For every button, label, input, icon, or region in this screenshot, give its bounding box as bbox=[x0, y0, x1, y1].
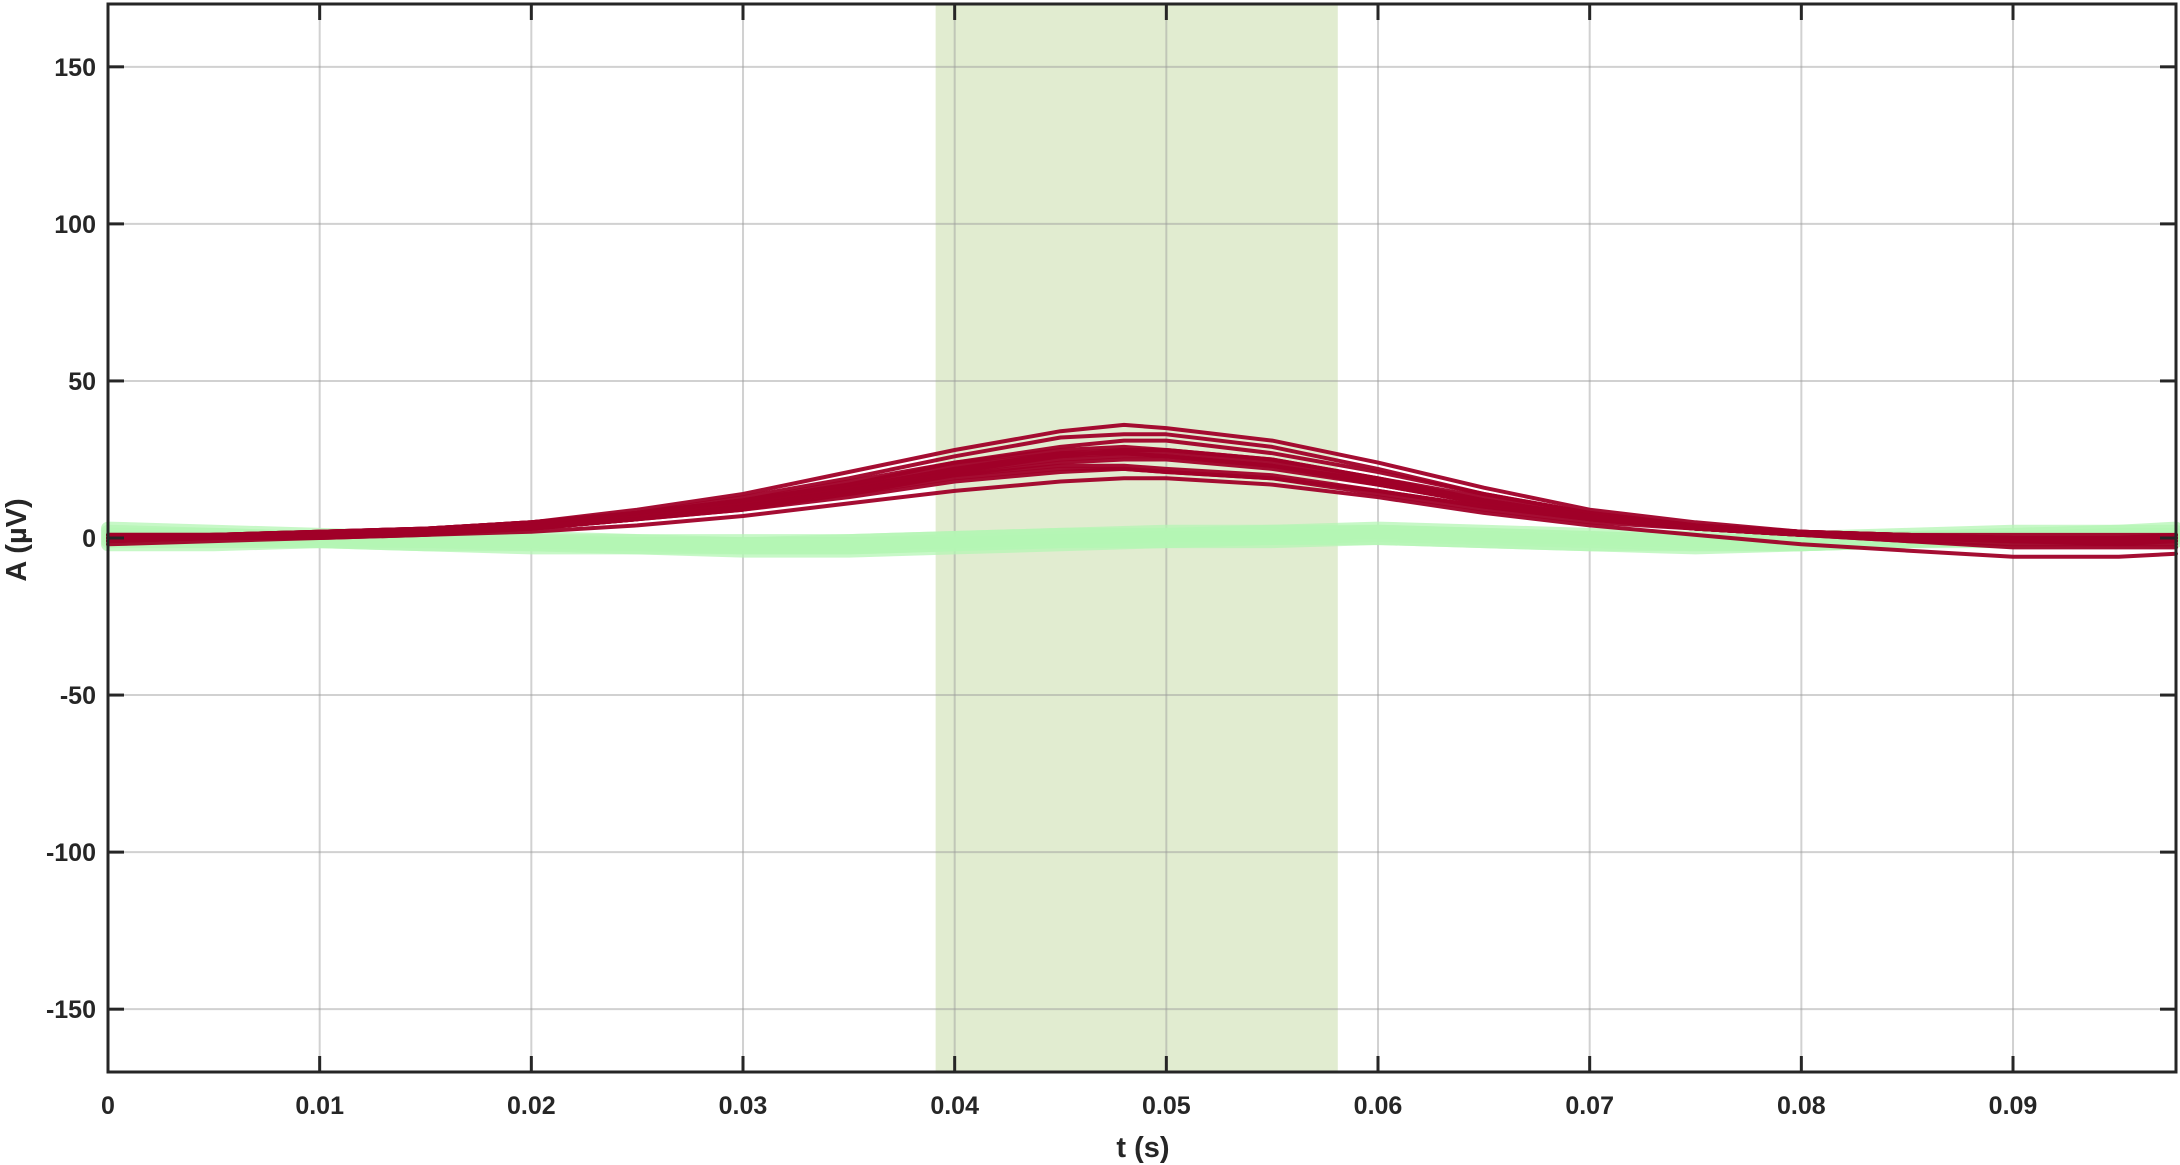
y-tick-label-2: -50 bbox=[60, 682, 96, 710]
series-layer bbox=[101, 422, 2180, 559]
y-tick-label-6: 150 bbox=[54, 54, 96, 82]
x-tick-label-3: 0.03 bbox=[719, 1092, 768, 1120]
x-tick-label-1: 0.01 bbox=[295, 1092, 344, 1120]
y-tick-label-5: 100 bbox=[54, 211, 96, 239]
y-tick-label-3: 0 bbox=[82, 525, 96, 553]
y-tick-label-1: -100 bbox=[46, 839, 96, 867]
x-tick-label-6: 0.06 bbox=[1354, 1092, 1403, 1120]
y-tick-label-4: 50 bbox=[68, 368, 96, 396]
responses-trace-13 bbox=[106, 448, 2178, 544]
x-tick-label-7: 0.07 bbox=[1565, 1092, 1614, 1120]
x-axis-label: t (s) bbox=[1116, 1132, 1169, 1164]
tick-layer: 0 0.01 0.02 0.03 0.04 0.05 0.06 0.07 0.08 0.09 -15… bbox=[46, 4, 2176, 1120]
x-tick-label-4: 0.04 bbox=[930, 1092, 979, 1120]
y-tick-label-0: -150 bbox=[46, 996, 96, 1024]
x-tick-label-5: 0.05 bbox=[1142, 1092, 1191, 1120]
x-tick-label-9: 0.09 bbox=[1989, 1092, 2038, 1120]
x-tick-label-2: 0.02 bbox=[507, 1092, 556, 1120]
x-tick-label-8: 0.08 bbox=[1777, 1092, 1826, 1120]
y-axis-label: A (µV) bbox=[1, 498, 33, 581]
x-tick-label-0: 0 bbox=[101, 1092, 115, 1120]
